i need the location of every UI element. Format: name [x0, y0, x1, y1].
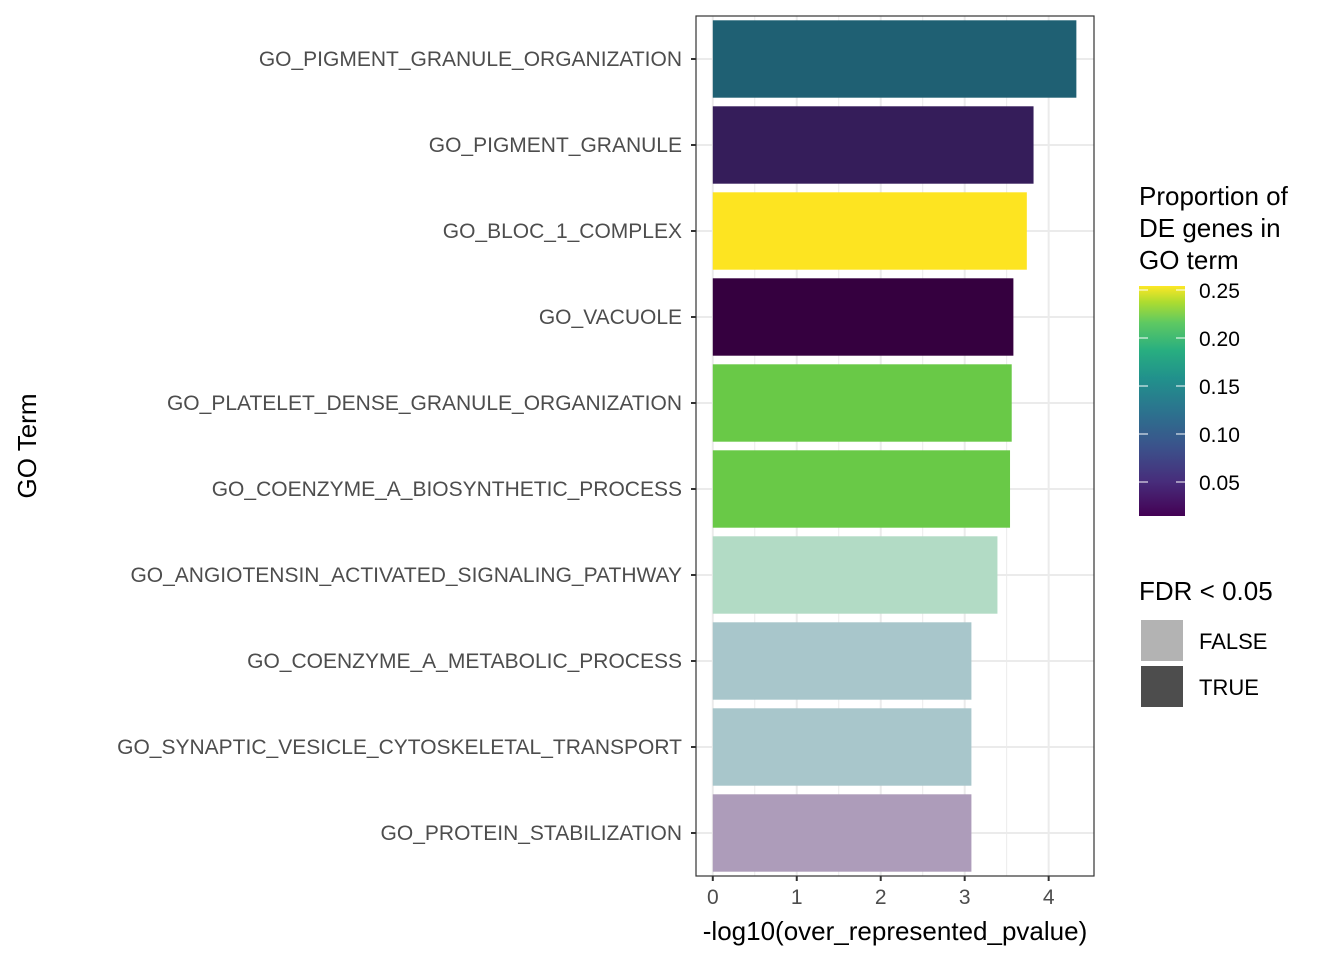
x-tick-label: 1: [791, 886, 803, 909]
x-axis-title: -log10(over_represented_pvalue): [703, 916, 1087, 946]
plot-panel-border: [695, 15, 1095, 877]
colorbar-tick-label: 0.20: [1199, 328, 1240, 351]
colorbar-tick-label: 0.15: [1199, 376, 1240, 399]
bar: [712, 278, 1014, 356]
colorbar-tick-label: 0.25: [1199, 280, 1240, 303]
x-axis-ticks: 0 1 2 3 4: [707, 876, 1055, 909]
x-tick-label: 3: [959, 886, 971, 909]
fdr-key-true: [1141, 666, 1183, 707]
x-tick-label: 4: [1043, 886, 1055, 909]
y-axis-title: GO Term: [12, 394, 42, 499]
bar: [712, 536, 998, 614]
y-tick-label: GO_PIGMENT_GRANULE: [429, 134, 682, 157]
y-tick-label: GO_PIGMENT_GRANULE_ORGANIZATION: [259, 48, 682, 71]
bar: [712, 450, 1011, 528]
y-tick-label: GO_BLOC_1_COMPLEX: [443, 220, 682, 243]
bar: [712, 708, 972, 786]
bar: [712, 106, 1034, 184]
fdr-key-false: [1141, 620, 1183, 661]
x-tick-label: 0: [707, 886, 719, 909]
bar: [712, 364, 1012, 442]
bar: [712, 622, 972, 700]
color-legend-title-1: Proportion of: [1139, 181, 1289, 211]
y-tick-label: GO_VACUOLE: [539, 306, 682, 329]
y-tick-label: GO_ANGIOTENSIN_ACTIVATED_SIGNALING_PATHW…: [130, 564, 682, 587]
colorbar-tick-label: 0.05: [1199, 472, 1240, 495]
fdr-legend: FDR < 0.05 FALSE TRUE: [1139, 576, 1273, 707]
y-tick-label: GO_PROTEIN_STABILIZATION: [381, 822, 682, 845]
color-legend: Proportion of DE genes in GO term 0.25 0.…: [1139, 181, 1289, 516]
bars: [712, 20, 1077, 872]
y-tick-label: GO_COENZYME_A_METABOLIC_PROCESS: [247, 650, 682, 673]
fdr-label-true: TRUE: [1199, 675, 1259, 700]
color-legend-title-2: DE genes in: [1139, 213, 1281, 243]
bar: [712, 20, 1077, 98]
y-tick-label: GO_PLATELET_DENSE_GRANULE_ORGANIZATION: [167, 392, 682, 415]
y-axis-labels: GO_PIGMENT_GRANULE_ORGANIZATION GO_PIGMEN…: [117, 48, 696, 845]
y-tick-label: GO_COENZYME_A_BIOSYNTHETIC_PROCESS: [212, 478, 682, 501]
y-tick-label: GO_SYNAPTIC_VESICLE_CYTOSKELETAL_TRANSPO…: [117, 736, 682, 759]
bar: [712, 192, 1027, 270]
fdr-label-false: FALSE: [1199, 629, 1267, 654]
color-legend-title-3: GO term: [1139, 245, 1239, 275]
colorbar-tick-label: 0.10: [1199, 424, 1240, 447]
bar: [712, 794, 972, 872]
x-tick-label: 2: [875, 886, 887, 909]
fdr-legend-title: FDR < 0.05: [1139, 576, 1273, 606]
colorbar: [1139, 286, 1185, 516]
